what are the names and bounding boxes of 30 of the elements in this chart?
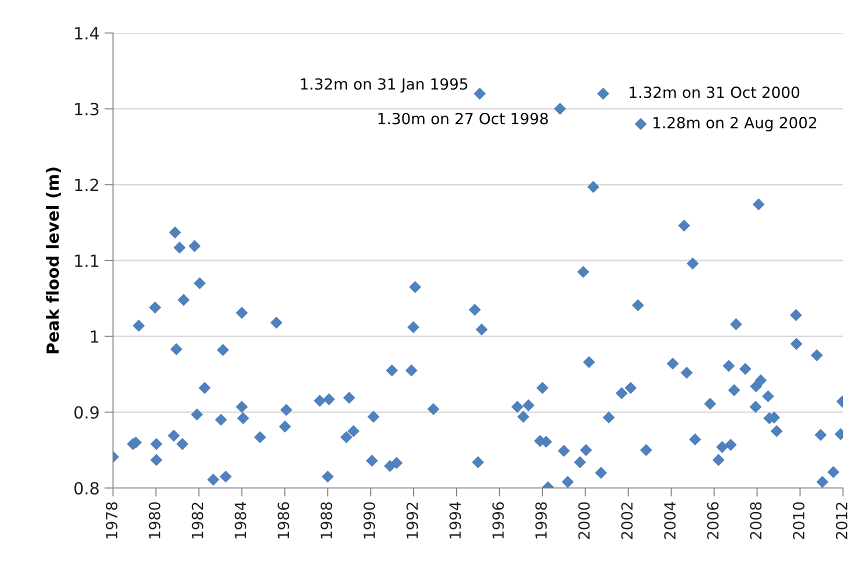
x-tick-label: 1994 <box>449 502 461 538</box>
x-tick-label: 1980 <box>148 502 160 538</box>
x-tick-label: 1982 <box>192 502 204 538</box>
y-tick-label: 1.2 <box>75 178 98 191</box>
x-tick-label: 2000 <box>578 502 590 539</box>
annotation: 1.30m on 27 Oct 1998 <box>378 112 548 124</box>
y-axis-title: Peak flood level (m) <box>46 168 61 354</box>
x-tick-label: 1990 <box>364 502 376 538</box>
x-tick-label: 2008 <box>750 502 762 539</box>
x-tick-label: 2010 <box>792 502 804 539</box>
x-tick-label: 2002 <box>621 502 633 539</box>
annotation: 1.28m on 2 Aug 2002 <box>654 116 816 132</box>
x-tick-label: 2004 <box>664 502 676 539</box>
x-tick-label: 2006 <box>707 502 719 539</box>
x-tick-label: 1998 <box>535 502 547 538</box>
y-tick-label: 0.9 <box>74 406 99 419</box>
x-tick-label: 1978 <box>106 502 118 538</box>
x-tick-label: 1986 <box>278 502 290 538</box>
annotation: 1.32m on 31 Oct 2000 <box>630 86 800 98</box>
y-tick-label: 1.1 <box>75 254 98 267</box>
y-tick-label: 1 <box>91 330 98 343</box>
annotation: 1.32m on 31 Jan 1995 <box>301 78 468 93</box>
x-tick-label: 1984 <box>234 502 246 538</box>
x-tick-label: 1992 <box>406 502 418 538</box>
x-tick-label: 1996 <box>492 502 504 538</box>
y-tick-label: 1.3 <box>75 102 98 116</box>
x-tick-label: 1988 <box>320 502 332 538</box>
y-tick-label: 1.4 <box>75 27 99 40</box>
y-tick-label: 0.8 <box>74 482 99 495</box>
x-tick-label: 2012 <box>836 502 848 539</box>
